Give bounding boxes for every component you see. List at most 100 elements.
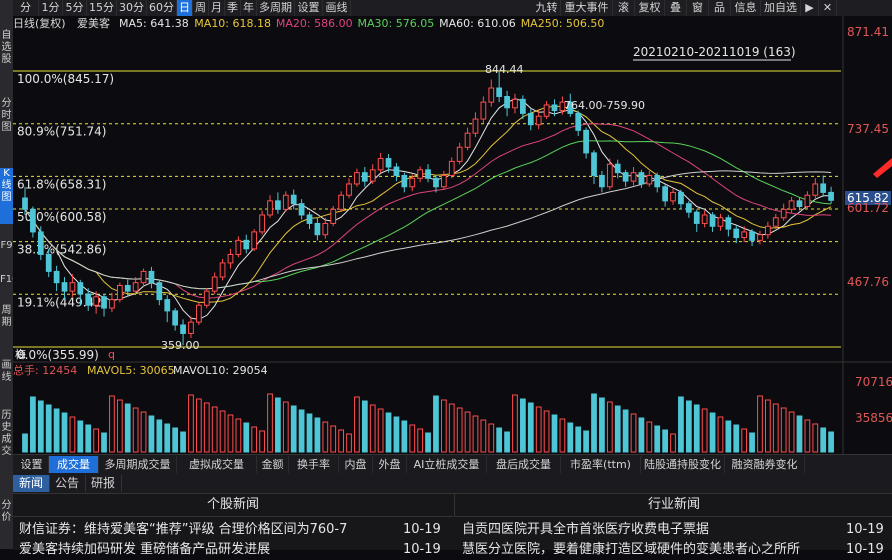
indicator-tab[interactable]: 成交量 — [49, 456, 99, 473]
rail-item[interactable]: F10 — [0, 274, 19, 285]
volume-bar — [693, 404, 700, 453]
stock-news-date: 10-19 — [403, 522, 441, 537]
volume-bar — [180, 431, 186, 453]
candle — [37, 231, 44, 255]
candle — [567, 101, 574, 114]
news-tab[interactable]: 公告 — [49, 475, 86, 492]
period-tab[interactable]: 多周期 — [257, 0, 295, 16]
indicator-tab[interactable]: AI立桩成交量 — [407, 456, 487, 473]
indicator-tab[interactable]: 多周期成交量 — [99, 456, 177, 473]
kline-chart[interactable]: 100.0%(845.17) 80.9%(751.74) 61.8%(658.31)… — [13, 16, 892, 454]
rail-item[interactable]: 周期 — [1, 305, 12, 328]
volume-bar — [599, 397, 605, 453]
volume-bar — [69, 416, 76, 453]
candle — [298, 203, 305, 216]
indicator-tab[interactable]: 内盘 — [339, 456, 373, 473]
candle — [227, 253, 234, 264]
volume-bar — [796, 415, 803, 453]
volume-bar — [709, 412, 716, 453]
toolbar-button[interactable]: 叠 — [665, 0, 687, 16]
period-tab[interactable]: 季 — [225, 0, 241, 16]
period-tab[interactable]: 60分 — [147, 0, 177, 16]
toolbar-button[interactable]: 品 — [709, 0, 731, 16]
candle — [622, 172, 629, 182]
rail-item[interactable]: 分时图 — [1, 98, 12, 133]
volume-bar — [425, 432, 431, 453]
candle — [425, 169, 431, 179]
stock-news-item[interactable]: 财信证券：维持爱美客“推荐”评级 合理价格区间为760-7 — [19, 522, 348, 537]
period-tab[interactable]: 30分 — [117, 0, 147, 16]
toolbar-button[interactable]: 滚 — [613, 0, 635, 16]
rail-item[interactable]: 画线 — [1, 360, 12, 383]
indicator-tab[interactable]: 陆股通持股变化 — [641, 456, 725, 473]
volume-bar — [338, 429, 344, 453]
volume-bar — [670, 433, 676, 453]
period-tab[interactable]: 15分 — [87, 0, 117, 16]
candle — [203, 290, 210, 306]
rail-item[interactable]: 分价 — [1, 500, 12, 523]
candle — [124, 284, 131, 292]
period-tab[interactable]: 画线 — [323, 0, 351, 16]
indicator-tab[interactable]: 市盈率(ttm) — [561, 456, 641, 473]
indicator-tab[interactable]: 换手率 — [289, 456, 339, 473]
candle — [140, 270, 147, 284]
candle — [148, 270, 155, 284]
industry-news-date: 10-19 — [846, 522, 884, 537]
volume-axis-label: 70716 — [855, 375, 892, 389]
toolbar-button[interactable]: 九转 — [533, 0, 561, 16]
indicator-tab[interactable]: 盘后成交量 — [487, 456, 561, 473]
candle — [749, 231, 755, 241]
stock-news-item[interactable]: 爱美客持续加码研发 重磅储备产品研发进展 — [19, 542, 271, 557]
news-tab[interactable]: 研报 — [85, 475, 122, 492]
volume-bar — [53, 408, 60, 453]
volume-bar — [409, 424, 416, 453]
industry-news-item[interactable]: 慧医分立医院，要着健康打造区域硬件的变美患者心之所所 — [462, 542, 801, 557]
volume-bar — [464, 411, 471, 453]
indicator-tab[interactable]: 设置 — [15, 456, 49, 473]
period-tab[interactable]: 分时 — [13, 0, 39, 30]
rail-item[interactable]: 历史成交 — [1, 410, 12, 457]
volume-bar — [757, 395, 763, 453]
candle — [156, 282, 163, 301]
volume-bar — [290, 405, 297, 453]
candle — [267, 200, 273, 216]
period-tab[interactable]: 年 — [241, 0, 257, 16]
volume-bar — [433, 395, 439, 453]
candle — [733, 228, 740, 239]
period-tab[interactable]: 设置 — [295, 0, 323, 16]
candle — [804, 194, 811, 208]
volume-bar — [267, 393, 273, 453]
industry-news-item[interactable]: 自贡四医院开具全市首张医疗收费电子票据 — [462, 522, 710, 537]
rail-item[interactable]: K线图 — [0, 168, 13, 224]
rail-item[interactable]: 自选股 — [1, 30, 12, 65]
toolbar-button[interactable]: 复权 — [635, 0, 665, 16]
period-tab[interactable]: 月 — [209, 0, 225, 16]
toolbar-button[interactable]: 重大事件 — [561, 0, 613, 16]
volume-bar — [575, 426, 582, 453]
volume-bar — [828, 431, 834, 453]
period-tab[interactable]: 1分 — [39, 0, 63, 16]
close-icon[interactable]: ✕ — [819, 0, 837, 16]
candle — [765, 225, 771, 236]
toolbar-button[interactable]: 信息 — [731, 0, 761, 16]
period-tab[interactable]: 5分 — [63, 0, 87, 16]
mavol10-label: MAVOL10: 29054 — [173, 364, 268, 377]
volume-bar — [654, 425, 661, 453]
period-tab[interactable]: 周 — [193, 0, 209, 16]
rail-item[interactable]: F9 — [0, 240, 13, 251]
toolbar-button[interactable]: 加自选 — [761, 0, 801, 16]
news-tab[interactable]: 新闻 — [13, 475, 50, 492]
indicator-tab[interactable]: 融资融券变化 — [725, 456, 805, 473]
period-tab[interactable]: 日 — [177, 0, 193, 16]
indicator-tab[interactable]: 虚拟成交量 — [177, 456, 257, 473]
candle — [172, 310, 179, 326]
indicator-tab[interactable]: 外盘 — [373, 456, 407, 473]
candle — [409, 177, 416, 188]
chevron-right-icon[interactable]: ▶ — [801, 0, 819, 16]
toolbar-button[interactable]: 窗 — [687, 0, 709, 16]
indicator-tab[interactable]: 金额 — [257, 456, 289, 473]
candle — [93, 296, 99, 306]
volume-bar — [306, 413, 313, 453]
candle — [709, 214, 716, 227]
